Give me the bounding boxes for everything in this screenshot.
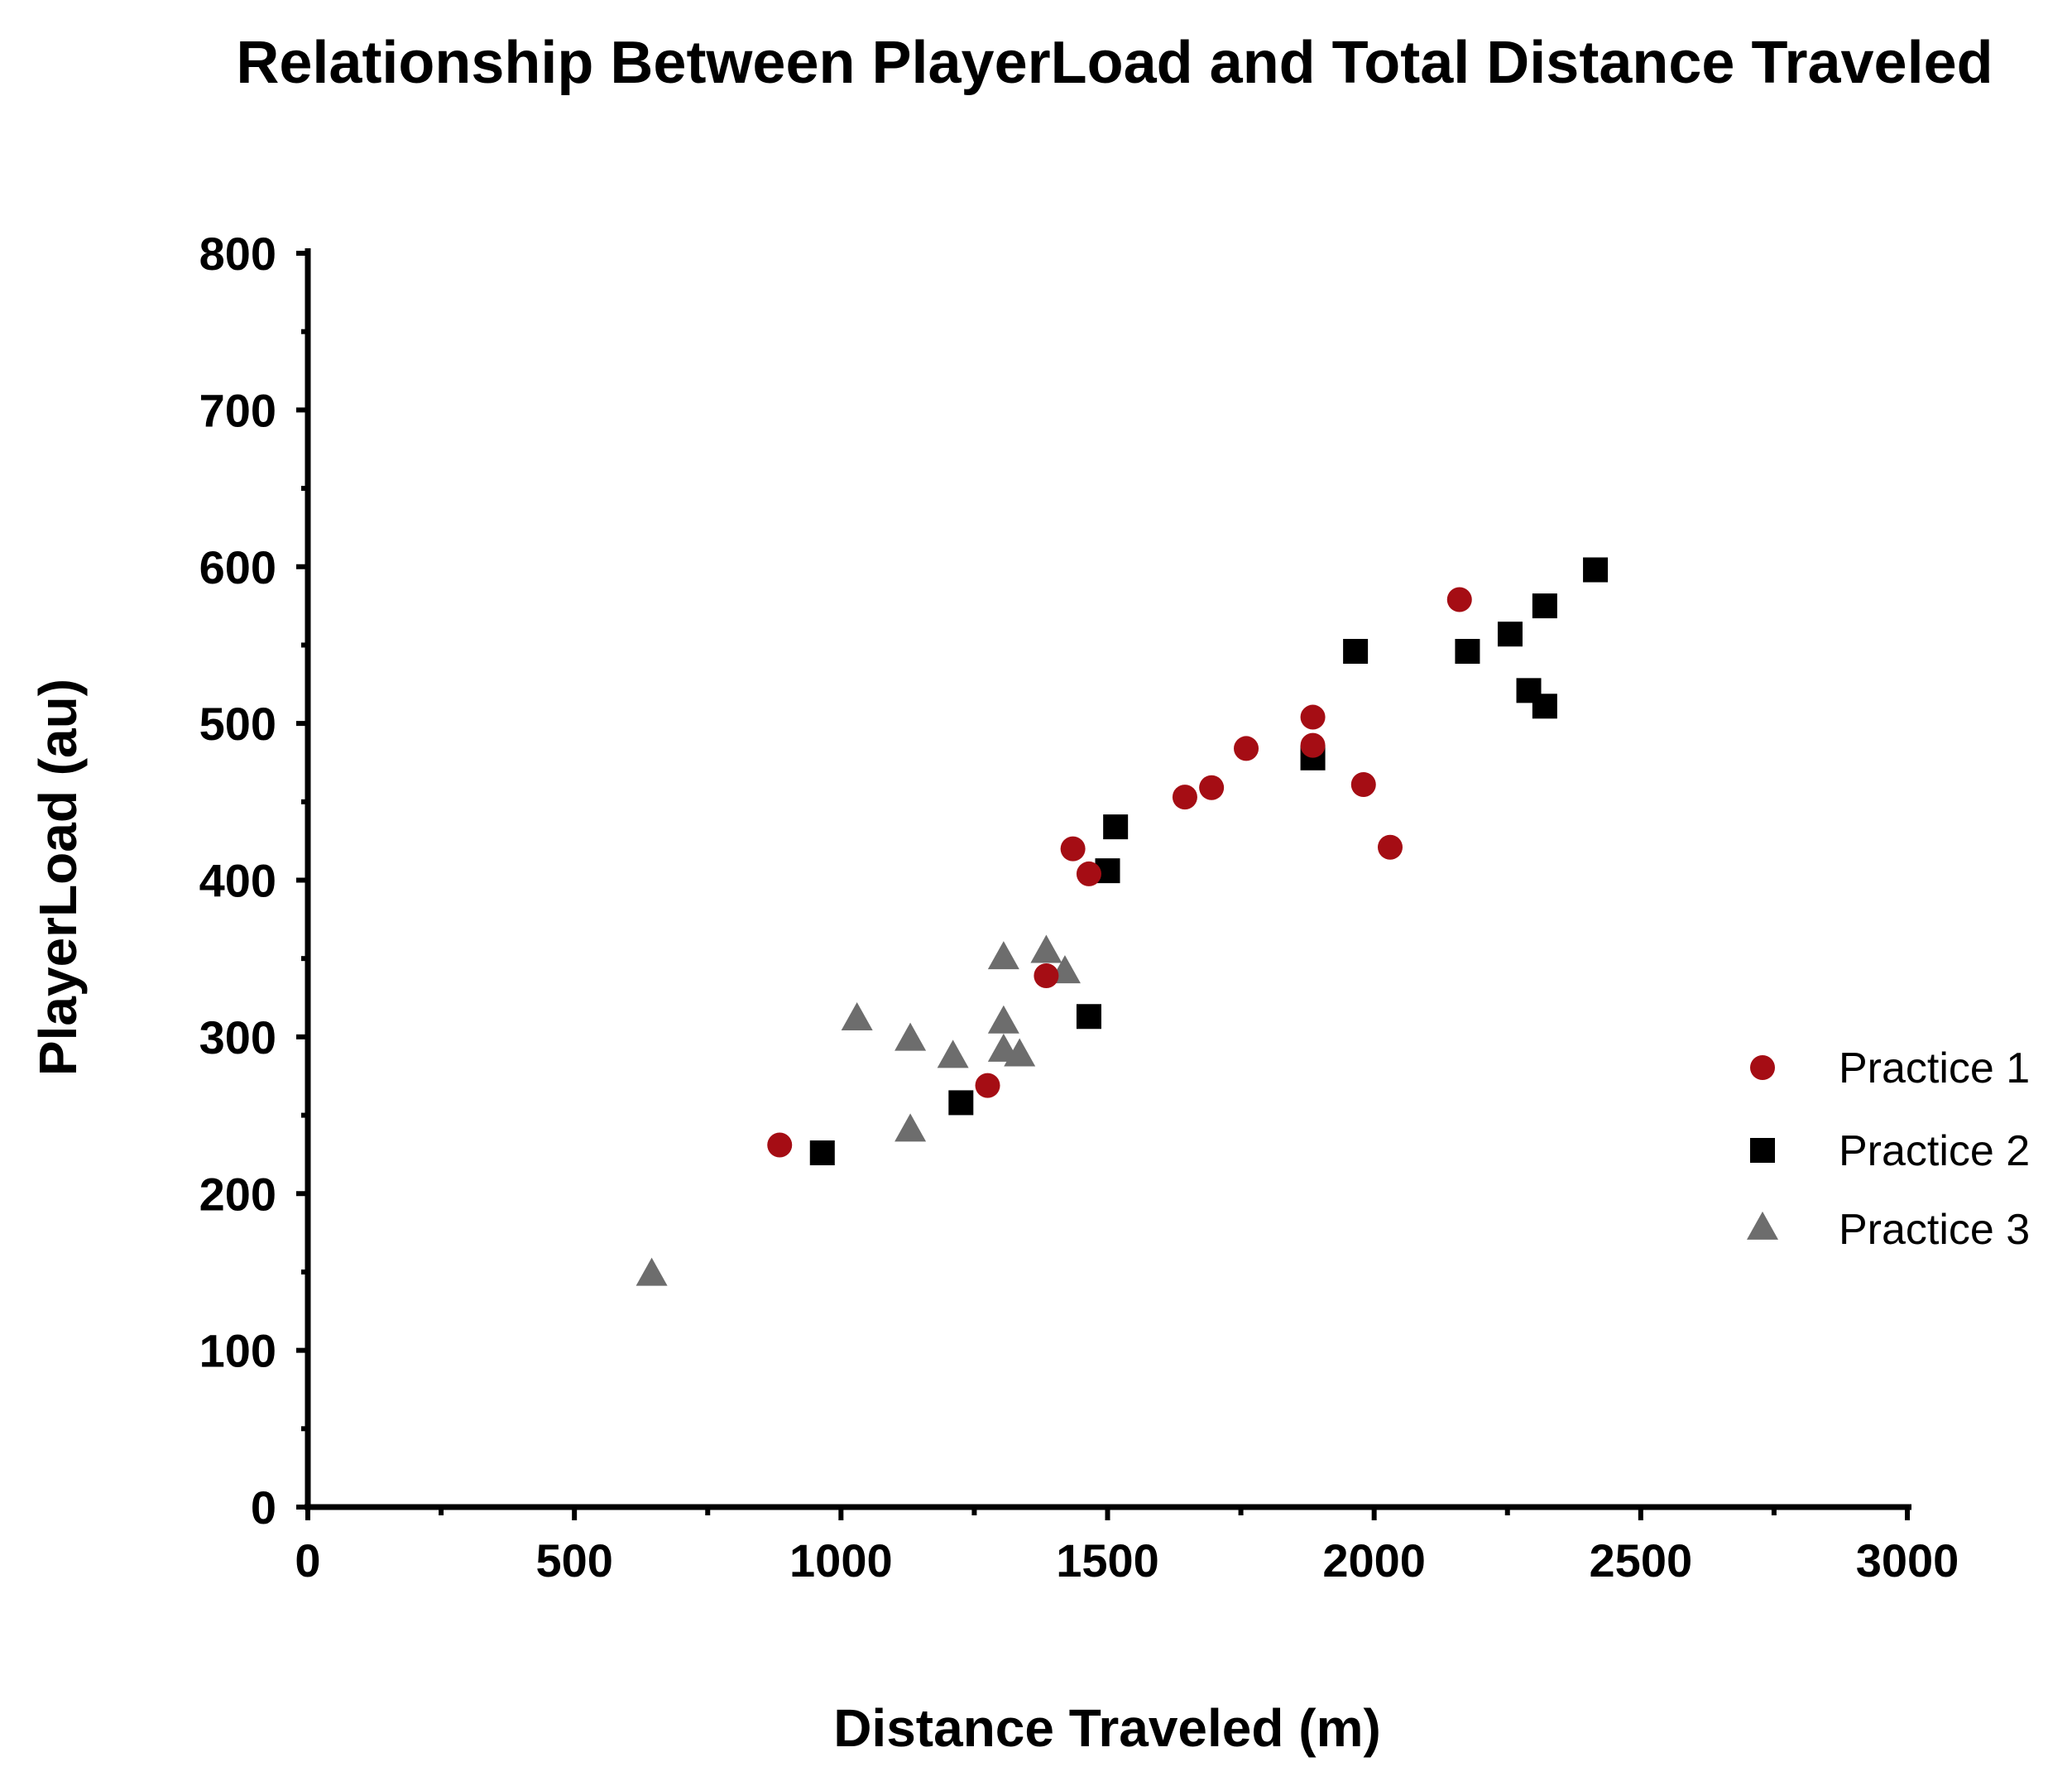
legend-marker-circle	[1750, 1055, 1775, 1080]
data-point-triangle	[895, 1113, 927, 1142]
data-point-circle	[1300, 704, 1326, 730]
data-point-square	[1583, 557, 1609, 583]
data-point-triangle	[937, 1039, 969, 1068]
x-axis-ticks: 0 500 1000 1500 2000 2500 3000	[295, 1507, 1959, 1587]
legend-marker-square	[1750, 1138, 1775, 1163]
legend-label: Practice 2	[1839, 1127, 2030, 1175]
data-point-square	[1103, 814, 1129, 840]
data-point-circle	[1377, 834, 1403, 860]
x-tick-label: 2000	[1322, 1534, 1426, 1587]
data-point-square	[1076, 1004, 1101, 1030]
data-point-triangle	[987, 941, 1019, 970]
data-point-circle	[1172, 785, 1197, 810]
legend-marker-triangle	[1747, 1211, 1778, 1240]
data-point-square	[1455, 639, 1480, 665]
data-point-circle	[1034, 963, 1059, 989]
x-tick-label: 500	[535, 1534, 612, 1587]
y-tick-label: 0	[251, 1481, 276, 1534]
legend-label: Practice 1	[1839, 1044, 2030, 1092]
legend: Practice 1 Practice 2 Practice 3	[1747, 1044, 2030, 1254]
y-tick-label: 100	[199, 1325, 276, 1377]
x-tick-label: 3000	[1856, 1534, 1959, 1587]
data-point-circle	[975, 1073, 1000, 1098]
y-axis-label: PlayerLoad (au)	[28, 679, 88, 1076]
y-tick-label: 700	[199, 384, 276, 436]
y-tick-label: 200	[199, 1168, 276, 1220]
data-point-triangle	[1004, 1038, 1036, 1067]
data-point-circle	[1350, 771, 1376, 797]
data-point-triangle	[636, 1257, 668, 1286]
x-tick-label: 1000	[789, 1534, 893, 1587]
data-point-square	[1532, 593, 1557, 619]
x-tick-label: 2500	[1590, 1534, 1693, 1587]
x-axis-label: Distance Traveled (m)	[833, 1698, 1381, 1758]
data-point-square	[1497, 622, 1523, 647]
data-point-triangle	[987, 1005, 1019, 1034]
data-point-square	[948, 1090, 974, 1116]
data-point-square	[1343, 639, 1369, 665]
y-tick-label: 500	[199, 698, 276, 750]
y-tick-label: 300	[199, 1011, 276, 1063]
y-tick-label: 400	[199, 855, 276, 907]
y-tick-label: 600	[199, 541, 276, 593]
chart-title: Relationship Between PlayerLoad and Tota…	[236, 30, 1993, 96]
data-point-circle	[1199, 775, 1225, 800]
y-tick-label: 800	[199, 228, 276, 280]
data-point-circle	[767, 1132, 793, 1158]
data-point-circle	[1446, 587, 1472, 612]
legend-label: Practice 3	[1839, 1206, 2030, 1254]
x-tick-label: 0	[295, 1534, 320, 1587]
y-axis-ticks: 0 100 200 300 400 500 600 700 800	[199, 228, 308, 1534]
data-point-circle	[1300, 732, 1326, 758]
x-tick-label: 1500	[1056, 1534, 1159, 1587]
data-points	[636, 557, 1609, 1286]
data-point-triangle	[841, 1001, 873, 1030]
data-point-circle	[1060, 836, 1086, 862]
data-point-circle	[1234, 736, 1259, 761]
data-point-square	[1532, 694, 1557, 719]
data-point-square	[809, 1140, 835, 1166]
data-point-triangle	[895, 1022, 927, 1051]
data-point-circle	[1076, 861, 1101, 886]
data-point-triangle	[1030, 934, 1062, 963]
